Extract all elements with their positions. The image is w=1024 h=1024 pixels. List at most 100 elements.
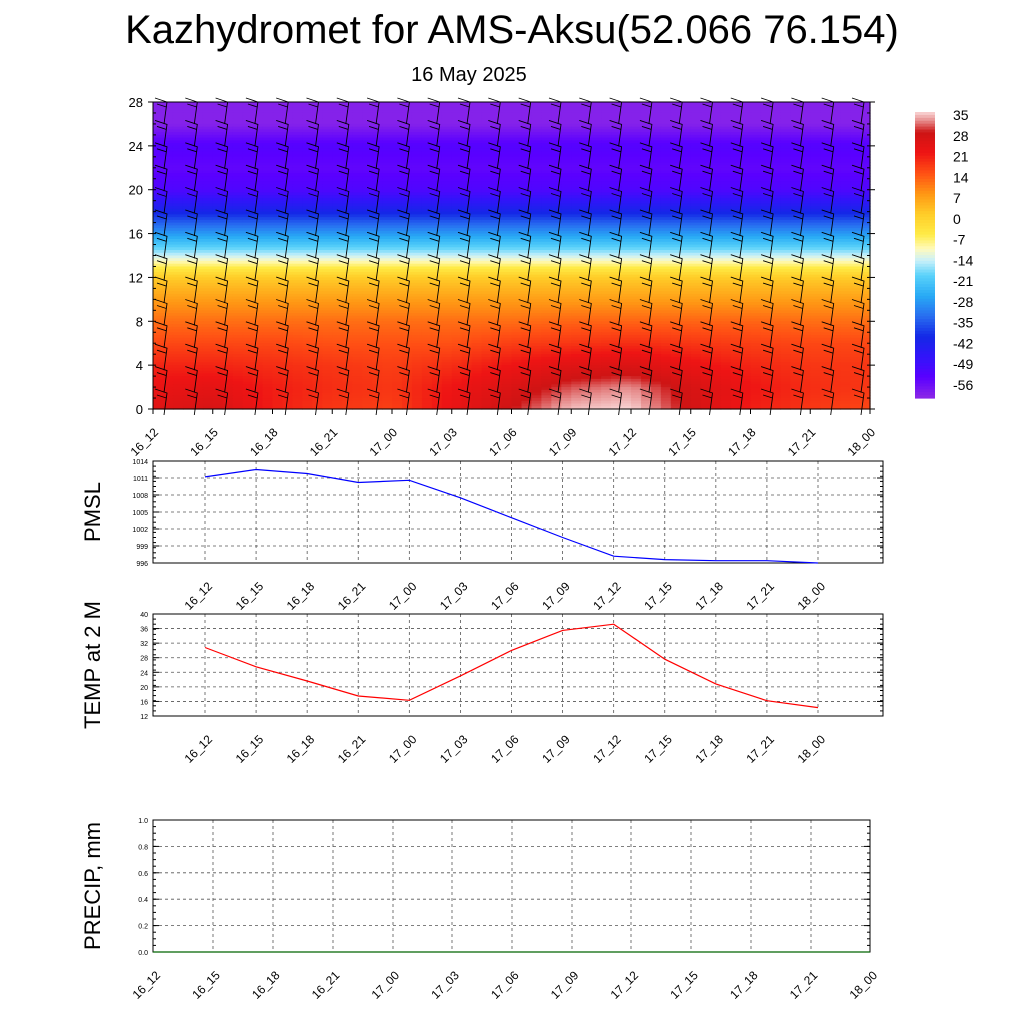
heatmap-cell: [581, 192, 592, 196]
heatmap-cell: [172, 252, 184, 257]
heatmap-cell: [750, 154, 762, 158]
heatmap-cell: [441, 107, 453, 111]
heatmap-cell: [431, 271, 443, 276]
heatmap-cell: [392, 260, 403, 265]
heatmap-cell: [441, 184, 453, 188]
heatmap-cell: [332, 244, 343, 248]
heatmap-cell: [252, 165, 264, 169]
heatmap-cell: [382, 241, 393, 246]
heatmap-cell: [232, 228, 244, 232]
heatmap-cell: [282, 228, 294, 232]
heatmap-cell: [770, 271, 781, 276]
heatmap-cell: [750, 170, 762, 174]
heatmap-cell: [561, 140, 572, 144]
heatmap-cell: [501, 203, 513, 207]
heatmap-cell: [770, 255, 781, 259]
heatmap-cell: [471, 266, 483, 270]
heatmap-cell: [252, 208, 264, 213]
heatmap-cell: [760, 250, 772, 254]
heatmap-cell: [800, 277, 811, 281]
heatmap-cell: [382, 247, 393, 251]
heatmap-cell: [282, 134, 294, 139]
heatmap-cell: [780, 112, 791, 117]
heatmap-cell: [591, 189, 602, 194]
heatmap-cell: [252, 288, 264, 292]
heatmap-cell: [830, 156, 841, 161]
heatmap-cell: [262, 258, 274, 262]
heatmap-cell: [481, 252, 493, 257]
heatmap-cell: [740, 230, 752, 235]
heatmap-cell: [730, 162, 742, 166]
heatmap-cell: [561, 197, 572, 202]
heatmap-cell: [700, 186, 712, 191]
heatmap-cell: [670, 219, 682, 224]
heatmap-cell: [621, 178, 632, 183]
heatmap-cell: [192, 263, 204, 268]
heatmap-cell: [750, 228, 762, 232]
heatmap-cell: [511, 181, 523, 185]
heatmap-cell: [491, 112, 503, 117]
heatmap-cell: [770, 192, 781, 196]
heatmap-cell: [182, 233, 194, 237]
heatmap-cell: [431, 285, 443, 289]
heatmap-cell: [621, 208, 632, 213]
heatmap-cell: [222, 154, 234, 158]
heatmap-cell: [591, 162, 602, 166]
heatmap-cell: [401, 277, 413, 281]
heatmap-cell: [571, 236, 582, 240]
heatmap-cell: [471, 195, 483, 199]
heatmap-cell: [571, 134, 582, 139]
heatmap-cell: [730, 255, 742, 259]
heatmap-cell: [392, 137, 403, 141]
heatmap-cell: [760, 181, 772, 185]
heatmap-cell: [660, 219, 672, 224]
heatmap-cell: [860, 233, 871, 237]
heatmap-cell: [501, 104, 513, 109]
heatmap-cell: [372, 195, 383, 199]
heatmap-cell: [581, 228, 592, 232]
heatmap-cell: [840, 263, 851, 268]
heatmap-cell: [322, 258, 333, 262]
heatmap-cell: [471, 140, 483, 144]
heatmap-cell: [750, 112, 762, 117]
heatmap-cell: [382, 230, 393, 235]
heatmap-cell: [601, 285, 612, 289]
heatmap-cell: [830, 151, 841, 155]
heatmap-cell: [232, 151, 244, 155]
heatmap-cell: [840, 145, 851, 150]
heatmap-cell: [242, 195, 254, 199]
heatmap-cell: [521, 271, 533, 276]
heatmap-cell: [780, 137, 791, 141]
heatmap-cell: [232, 250, 244, 254]
heatmap-cell: [451, 137, 463, 141]
heatmap-cell: [591, 228, 602, 232]
heatmap-cell: [770, 167, 781, 172]
heatmap-cell: [302, 217, 313, 221]
heatmap-cell: [272, 118, 284, 122]
heatmap-cell: [182, 250, 194, 254]
heatmap-cell: [750, 274, 762, 279]
heatmap-cell: [421, 271, 433, 276]
heatmap-cell: [770, 263, 781, 268]
heatmap-cell: [541, 244, 552, 248]
heatmap-cell: [700, 151, 712, 155]
heatmap-cell: [451, 115, 463, 120]
heatmap-cell: [680, 132, 692, 136]
heatmap-cell: [760, 167, 772, 172]
heatmap-cell: [650, 112, 662, 117]
heatmap-cell: [312, 145, 323, 150]
heatmap-cell: [860, 241, 871, 246]
heatmap-cell: [760, 280, 772, 284]
heatmap-cell: [770, 214, 781, 218]
heatmap-cell: [730, 121, 742, 125]
heatmap-cell: [670, 159, 682, 163]
heatmap-cell: [521, 217, 533, 221]
heatmap-cell: [202, 260, 214, 265]
heatmap-cell: [840, 222, 851, 226]
heatmap-cell: [382, 266, 393, 270]
heatmap-cell: [700, 167, 712, 172]
heatmap-cell: [541, 159, 552, 163]
heatmap-cell: [531, 228, 542, 232]
heatmap-cell: [461, 285, 473, 289]
heatmap-cell: [700, 162, 712, 166]
